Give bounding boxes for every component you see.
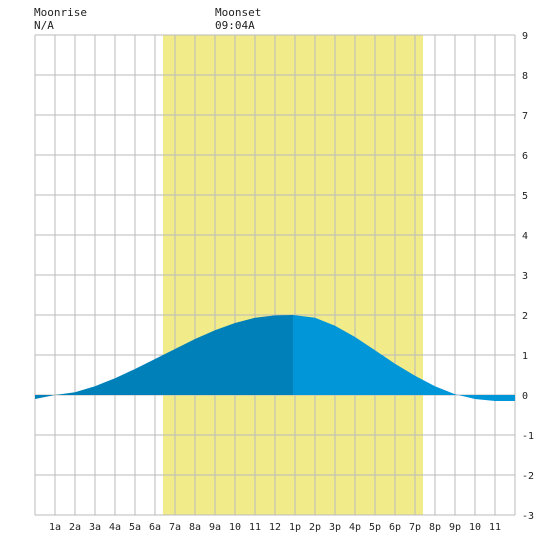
- moonrise-time: N/A: [34, 19, 54, 32]
- y-tick-label: 8: [522, 71, 528, 82]
- x-tick-label: 9p: [449, 522, 461, 533]
- x-tick-label: 8a: [189, 522, 201, 533]
- moonrise-label: Moonrise N/A: [34, 6, 87, 32]
- moonset-label: Moonset 09:04A: [215, 6, 261, 32]
- y-tick-label: 5: [522, 191, 528, 202]
- x-tick-label: 1p: [289, 522, 301, 533]
- tide-area-rising: [35, 315, 293, 399]
- x-tick-label: 8p: [429, 522, 441, 533]
- x-tick-label: 11: [249, 522, 261, 533]
- y-tick-label: -1: [522, 431, 534, 442]
- y-tick-label: 2: [522, 311, 528, 322]
- y-tick-label: 3: [522, 271, 528, 282]
- tide-area-falling: [293, 315, 515, 401]
- x-axis-ticks: 1a 2a 3a 4a 5a 6a 7a 8a 9a 10 11 12 1p 2p 3p 4p 5p 6p 7p 8p…: [49, 522, 501, 533]
- x-tick-label: 4a: [109, 522, 121, 533]
- x-tick-label: 4p: [349, 522, 361, 533]
- y-axis-ticks: 9 8 7 6 5 4 3 2 1 0 -1 -2 -3: [522, 31, 534, 522]
- x-tick-label: 10: [229, 522, 241, 533]
- tide-area-layer: [35, 315, 515, 401]
- x-tick-label: 9a: [209, 522, 221, 533]
- y-tick-label: 4: [522, 231, 528, 242]
- x-tick-label: 1a: [49, 522, 61, 533]
- x-tick-label: 2p: [309, 522, 321, 533]
- x-tick-label: 5a: [129, 522, 141, 533]
- x-tick-label: 6a: [149, 522, 161, 533]
- x-tick-label: 6p: [389, 522, 401, 533]
- x-tick-label: 2a: [69, 522, 81, 533]
- x-tick-label: 10: [469, 522, 481, 533]
- x-tick-label: 7a: [169, 522, 181, 533]
- grid-layer: [34, 34, 516, 516]
- y-tick-label: 6: [522, 151, 528, 162]
- moonset-title: Moonset: [215, 6, 262, 19]
- x-tick-label: 3a: [89, 522, 101, 533]
- x-tick-label: 11: [489, 522, 501, 533]
- y-tick-label: 9: [522, 31, 528, 42]
- moonrise-title: Moonrise: [34, 6, 87, 19]
- moonset-time: 09:04A: [215, 19, 255, 32]
- y-tick-label: 1: [522, 351, 528, 362]
- y-tick-label: 7: [522, 111, 528, 122]
- x-tick-label: 5p: [369, 522, 381, 533]
- x-tick-label: 7p: [409, 522, 421, 533]
- x-tick-label: 3p: [329, 522, 341, 533]
- y-tick-label: -2: [522, 471, 534, 482]
- y-tick-label: 0: [522, 391, 528, 402]
- x-tick-label: 12: [269, 522, 281, 533]
- y-tick-label: -3: [522, 511, 534, 522]
